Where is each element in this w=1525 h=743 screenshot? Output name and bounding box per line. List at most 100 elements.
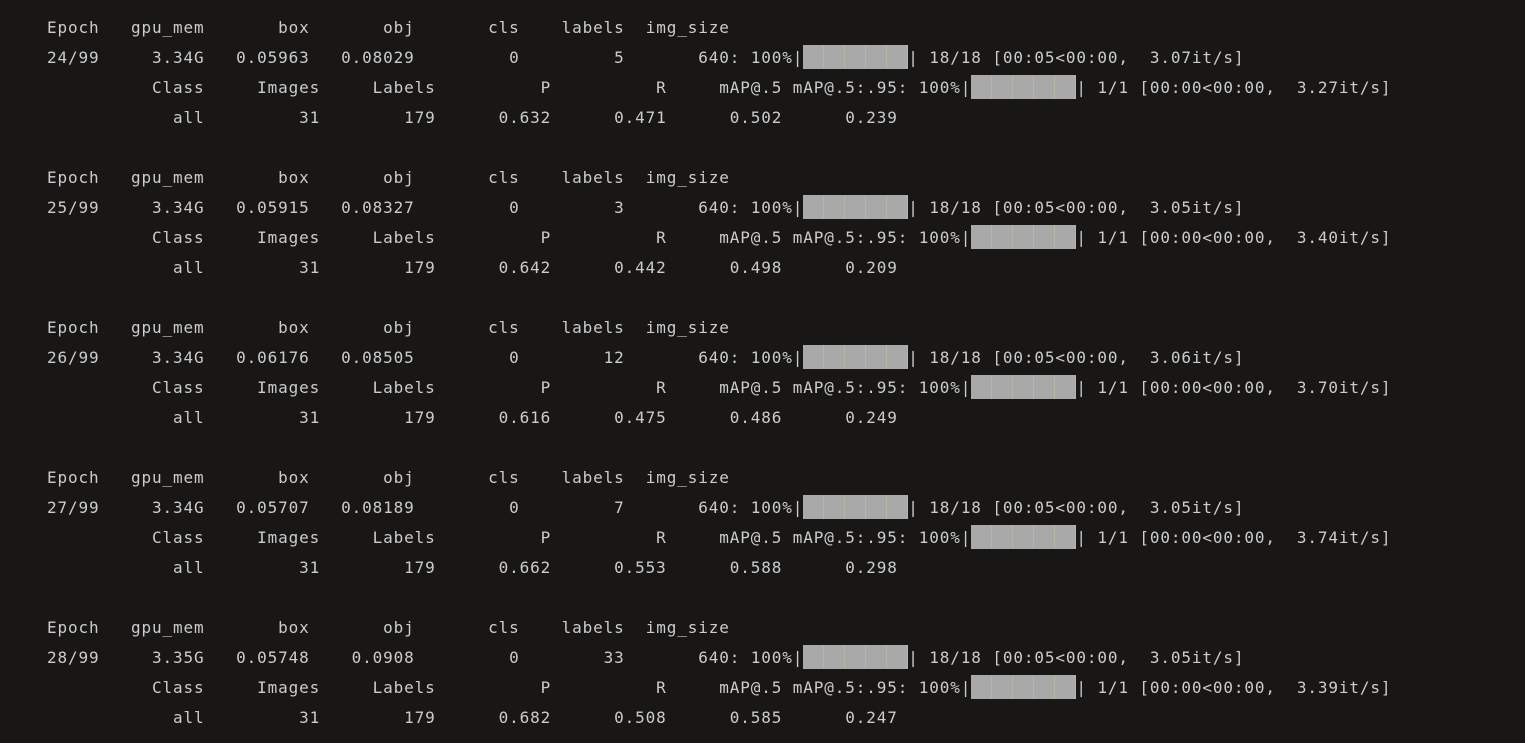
- obj-loss-value: 0.08327: [309, 198, 415, 217]
- val-row: all 31 179 0.616 0.475 0.486 0.249: [0, 403, 1391, 433]
- gpu-mem-value: 3.34G: [99, 48, 205, 67]
- column-header: obj: [309, 168, 415, 187]
- val-progress-timing: [00:00<00:00, 3.39it/s]: [1139, 678, 1392, 697]
- column-header: cls: [414, 168, 520, 187]
- column-header: mAP@.5:.95: [782, 228, 898, 247]
- obj-loss-value: 0.08505: [309, 348, 415, 367]
- column-header: mAP@.5:.95: [782, 378, 898, 397]
- column-header: cls: [414, 318, 520, 337]
- train-progress-bar: [803, 45, 909, 69]
- map50-95-value: 0.298: [782, 558, 898, 577]
- column-header: Labels: [320, 678, 436, 697]
- column-header: img_size: [624, 18, 730, 37]
- train-row: 24/99 3.34G 0.05963 0.08029 0 5 640: 100…: [0, 43, 1391, 73]
- train-header-row: Epoch gpu_mem box obj cls labels img_siz…: [0, 163, 1391, 193]
- train-progress-count: 18/18: [929, 648, 982, 667]
- column-header: P: [435, 528, 552, 547]
- column-header: img_size: [624, 318, 730, 337]
- train-header-row: Epoch gpu_mem box obj cls labels img_siz…: [0, 13, 1391, 43]
- cls-loss-value: 0: [414, 498, 520, 517]
- labels-value: 179: [320, 258, 436, 277]
- val-progress-count: 1/1: [1097, 528, 1129, 547]
- train-row: 28/99 3.35G 0.05748 0.0908 0 33 640: 100…: [0, 643, 1391, 673]
- column-header: Epoch: [0, 468, 100, 487]
- column-header: R: [551, 78, 667, 97]
- column-header: Images: [204, 378, 321, 397]
- val-progress-timing: [00:00<00:00, 3.74it/s]: [1139, 528, 1392, 547]
- images-value: 31: [204, 108, 321, 127]
- column-header: Epoch: [0, 318, 100, 337]
- column-header: Images: [204, 78, 321, 97]
- obj-loss-value: 0.08029: [309, 48, 415, 67]
- val-progress-bar: [971, 75, 1077, 99]
- column-header: mAP@.5: [666, 378, 783, 397]
- column-header: obj: [309, 18, 415, 37]
- column-header: mAP@.5: [666, 678, 783, 697]
- column-header: Images: [204, 528, 321, 547]
- map50-95-value: 0.249: [782, 408, 898, 427]
- terminal-output: Epoch gpu_mem box obj cls labels img_siz…: [0, 13, 1391, 733]
- labels-value: 12: [519, 348, 625, 367]
- val-progress-timing: [00:00<00:00, 3.27it/s]: [1139, 78, 1392, 97]
- class-value: all: [0, 408, 205, 427]
- cls-loss-value: 0: [414, 348, 520, 367]
- column-header: cls: [414, 618, 520, 637]
- train-header-row: Epoch gpu_mem box obj cls labels img_siz…: [0, 313, 1391, 343]
- column-header: R: [551, 528, 667, 547]
- val-row: all 31 179 0.642 0.442 0.498 0.209: [0, 253, 1391, 283]
- column-header: Images: [204, 228, 321, 247]
- column-header: P: [435, 678, 552, 697]
- val-progress-percent: 100%: [918, 528, 961, 547]
- column-header: gpu_mem: [99, 618, 205, 637]
- class-value: all: [0, 708, 205, 727]
- epoch-value: 27/99: [0, 498, 100, 517]
- train-progress-count: 18/18: [929, 348, 982, 367]
- img-size-value: 640:: [624, 48, 741, 67]
- column-header: gpu_mem: [99, 318, 205, 337]
- train-header-row: Epoch gpu_mem box obj cls labels img_siz…: [0, 463, 1391, 493]
- labels-value: 179: [320, 108, 436, 127]
- map50-95-value: 0.247: [782, 708, 898, 727]
- train-row: 25/99 3.34G 0.05915 0.08327 0 3 640: 100…: [0, 193, 1391, 223]
- recall-value: 0.553: [551, 558, 667, 577]
- labels-value: 7: [519, 498, 625, 517]
- column-header: Epoch: [0, 18, 100, 37]
- train-progress-count: 18/18: [929, 498, 982, 517]
- images-value: 31: [204, 558, 321, 577]
- recall-value: 0.471: [551, 108, 667, 127]
- column-header: mAP@.5: [666, 528, 783, 547]
- column-header: Labels: [320, 78, 436, 97]
- labels-value: 3: [519, 198, 625, 217]
- precision-value: 0.662: [435, 558, 552, 577]
- column-header: labels: [519, 168, 625, 187]
- images-value: 31: [204, 408, 321, 427]
- train-progress-timing: [00:05<00:00, 3.06it/s]: [992, 348, 1245, 367]
- box-loss-value: 0.06176: [204, 348, 310, 367]
- column-header: box: [204, 168, 310, 187]
- column-header: box: [204, 468, 310, 487]
- val-progress-count: 1/1: [1097, 378, 1129, 397]
- gpu-mem-value: 3.34G: [99, 498, 205, 517]
- train-progress-percent: 100%: [750, 348, 793, 367]
- img-size-value: 640:: [624, 648, 741, 667]
- class-value: all: [0, 258, 205, 277]
- precision-value: 0.642: [435, 258, 552, 277]
- column-header: Epoch: [0, 618, 100, 637]
- map50-95-value: 0.209: [782, 258, 898, 277]
- class-value: all: [0, 108, 205, 127]
- val-row: all 31 179 0.662 0.553 0.588 0.298: [0, 553, 1391, 583]
- map50-value: 0.588: [666, 558, 783, 577]
- map50-value: 0.486: [666, 408, 783, 427]
- map50-value: 0.502: [666, 108, 783, 127]
- images-value: 31: [204, 258, 321, 277]
- train-progress-bar: [803, 345, 909, 369]
- val-progress-bar: [971, 675, 1077, 699]
- train-progress-bar: [803, 645, 909, 669]
- column-header: R: [551, 378, 667, 397]
- column-header: box: [204, 618, 310, 637]
- column-header: Labels: [320, 378, 436, 397]
- box-loss-value: 0.05915: [204, 198, 310, 217]
- val-header-row: Class Images Labels P R mAP@.5 mAP@.5:.9…: [0, 523, 1391, 553]
- train-progress-timing: [00:05<00:00, 3.05it/s]: [992, 198, 1245, 217]
- img-size-value: 640:: [624, 198, 741, 217]
